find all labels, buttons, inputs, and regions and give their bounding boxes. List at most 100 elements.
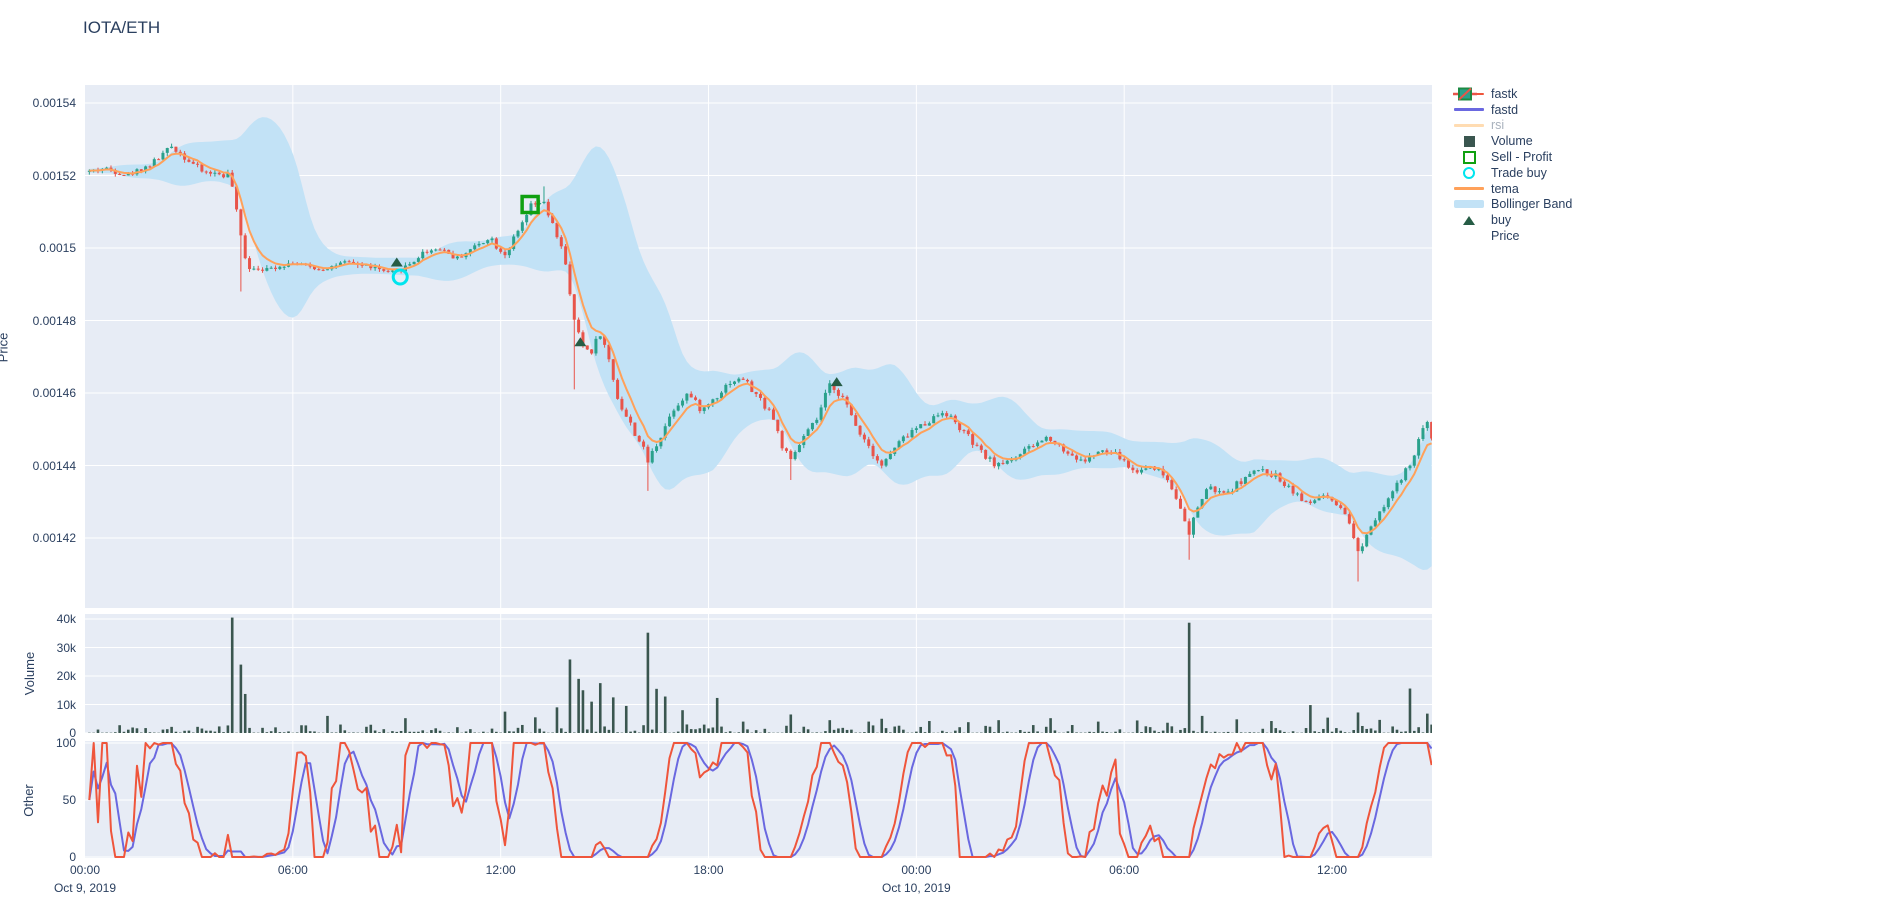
volume-bar	[889, 732, 892, 733]
candle-body	[737, 378, 741, 382]
volume-bar	[1105, 731, 1109, 733]
fastk-line	[88, 742, 1432, 858]
volume-bar	[1374, 730, 1377, 733]
volume-bar	[928, 721, 931, 733]
candle-body	[118, 173, 122, 176]
candle-body	[611, 359, 615, 380]
candle-body	[754, 391, 758, 395]
candle-body	[408, 264, 412, 266]
candle-body	[637, 435, 641, 442]
legend-item-volume[interactable]: Volume	[1452, 133, 1572, 149]
candle-body	[226, 172, 230, 178]
candle-body	[1001, 462, 1005, 464]
candle-body	[282, 266, 286, 268]
x-tick-label: 12:00	[485, 863, 516, 877]
buy-marker-icon[interactable]	[830, 377, 843, 387]
legend-item-trade-buy[interactable]: Trade buy	[1452, 165, 1572, 181]
buy-marker-icon[interactable]	[574, 337, 587, 347]
volume-bar	[230, 617, 234, 733]
candle-body	[1204, 489, 1208, 500]
vol-panel[interactable]	[85, 614, 1432, 733]
other-ytick-label: 0	[69, 850, 76, 864]
volume-bar	[724, 732, 728, 733]
volume-bar	[1317, 732, 1321, 733]
volume-bar	[1075, 732, 1078, 733]
candle-body	[222, 174, 226, 178]
candle-body	[382, 269, 386, 271]
candle-body	[429, 250, 433, 253]
candle-body	[416, 258, 420, 262]
candle-body	[1261, 469, 1265, 471]
volume-bar	[1408, 688, 1412, 733]
legend-item-sell-profit[interactable]: Sell - Profit	[1452, 149, 1572, 165]
candle-body	[213, 172, 217, 174]
candle-body	[810, 422, 814, 430]
candle-body	[499, 248, 503, 252]
volume-bar	[200, 728, 204, 733]
legend-item-buy[interactable]: buy	[1452, 212, 1572, 228]
other-ytick-label: 50	[62, 793, 76, 807]
candle-body	[1404, 468, 1408, 481]
candle-body	[949, 415, 953, 417]
volume-bar	[213, 731, 217, 733]
volume-bar	[1235, 719, 1239, 733]
volume-bar	[378, 732, 381, 733]
candle-body	[823, 392, 827, 408]
candle-body	[594, 338, 598, 354]
volume-bar	[326, 715, 329, 733]
volume-bar	[919, 726, 922, 733]
legend-label-buy: buy	[1491, 213, 1512, 228]
volume-bar	[642, 725, 645, 733]
candle-body	[867, 439, 871, 446]
legend-item-price[interactable]: Price	[1452, 87, 1572, 244]
volume-bar	[304, 725, 308, 733]
volume-bar	[1343, 732, 1347, 733]
legend-item-bollinger-band[interactable]: Bollinger Band	[1452, 197, 1572, 213]
bollinger-band-area	[89, 117, 1432, 570]
volume-bar	[1421, 732, 1425, 733]
candle-body	[507, 248, 511, 256]
sell-profit-marker-icon[interactable]	[520, 194, 540, 215]
candle-body	[1395, 482, 1399, 492]
buy-marker-icon[interactable]	[390, 257, 403, 267]
legend-item-fastd[interactable]: fastd	[1452, 102, 1572, 118]
candle-body	[1062, 444, 1066, 452]
tema-line	[89, 152, 1432, 535]
volume-bar	[850, 729, 853, 733]
volume-bar	[183, 730, 186, 733]
volume-bar	[594, 731, 598, 733]
candle-body	[442, 249, 446, 251]
volume-bar	[1018, 730, 1022, 733]
trade-buy-marker-icon[interactable]	[391, 268, 409, 286]
other-ytick-label: 100	[55, 736, 76, 750]
candle-body	[312, 266, 316, 270]
volume-bar	[694, 729, 697, 733]
volume-bar	[988, 726, 992, 733]
volume-bar	[560, 728, 563, 733]
volume-bar	[490, 728, 494, 733]
volume-bar	[689, 729, 693, 733]
volume-bar	[408, 731, 412, 733]
candle-body	[975, 444, 979, 446]
volume-bar	[369, 724, 373, 733]
volume-bar	[278, 732, 282, 733]
volume-bar	[434, 728, 438, 733]
legend-item-rsi[interactable]: rsi	[1452, 118, 1572, 134]
candle-body	[1300, 493, 1304, 501]
volume-bar	[945, 732, 948, 733]
volume-bar	[538, 728, 541, 733]
volume-bar	[941, 730, 944, 733]
volume-bar	[798, 732, 801, 733]
candle-body	[148, 166, 152, 168]
candle-body	[187, 159, 191, 162]
candle-body	[1127, 460, 1131, 468]
volume-bar	[1426, 713, 1429, 733]
candle-body	[512, 236, 516, 249]
volume-bar	[196, 726, 199, 733]
volume-bar	[170, 726, 173, 733]
legend-item-tema[interactable]: tema	[1452, 181, 1572, 197]
candle-body	[906, 436, 910, 438]
candle-body	[607, 344, 611, 360]
volume-bar	[893, 726, 897, 733]
